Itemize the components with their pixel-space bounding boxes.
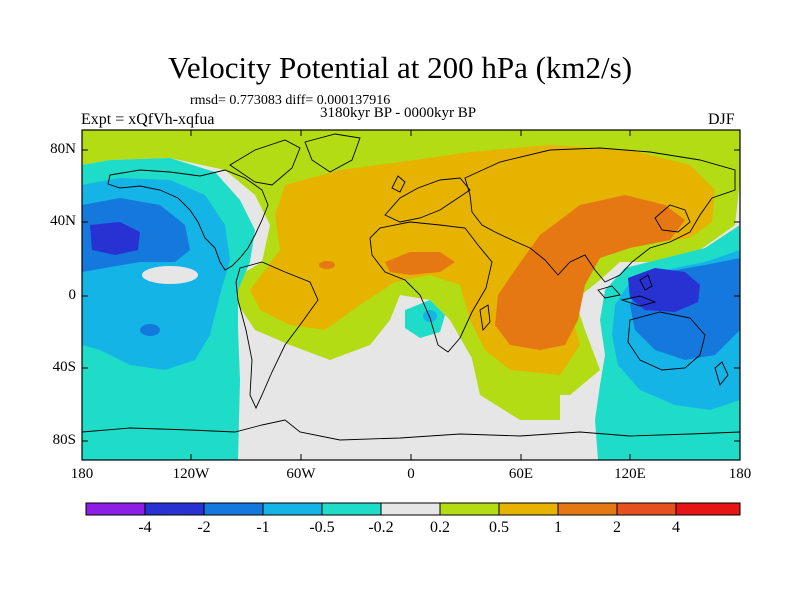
colorbar-label: 0.5	[489, 519, 509, 536]
colorbar	[85, 502, 741, 516]
lat-label-80s: 80S	[52, 432, 76, 448]
lon-label-120e: 120E	[614, 466, 646, 482]
experiment-label: Expt = xQfVh-xqfua	[81, 111, 215, 128]
lat-label-40s: 40S	[52, 359, 76, 375]
lat-label-80n: 80N	[50, 141, 76, 157]
colorbar-label: -1	[256, 519, 270, 536]
colorbar-label: 0.2	[430, 519, 450, 536]
colorbar-box-3	[204, 503, 263, 515]
lon-label-60e: 60E	[508, 466, 534, 482]
colorbar-box-9	[558, 503, 617, 515]
rmsd-stats: rmsd= 0.773083 diff= 0.000137916	[190, 93, 391, 108]
coastlines	[82, 133, 740, 441]
colorbar-box-10	[617, 503, 676, 515]
colorbar-box-6	[381, 503, 440, 515]
contour-fill-field	[82, 130, 740, 460]
lon-label-180w: 180	[70, 466, 94, 482]
lon-label-180e: 180	[728, 466, 752, 482]
colorbar-label: -0.5	[309, 519, 335, 536]
colorbar-box-4	[263, 503, 322, 515]
lon-label-60w: 60W	[286, 466, 316, 482]
lon-label-120w: 120W	[172, 466, 210, 482]
colorbar-label: -4	[138, 519, 152, 536]
colorbar-box-2	[145, 503, 204, 515]
contour-region-positive-strong	[495, 195, 685, 350]
lat-label-0: 0	[68, 287, 77, 303]
colorbar-box-11	[676, 503, 740, 515]
lon-label-0: 0	[407, 466, 415, 482]
plot-title: Velocity Potential at 200 hPa (km2/s)	[167, 50, 633, 85]
colorbar-box-5	[322, 503, 381, 515]
colorbar-box-8	[499, 503, 558, 515]
colorbar-label: 4	[672, 519, 680, 536]
colorbar-box-1	[86, 503, 145, 515]
time-period: 3180kyr BP - 0000kyr BP	[320, 105, 477, 121]
axis-ticks	[82, 130, 740, 460]
colorbar-box-7	[440, 503, 499, 515]
lat-label-40n: 40N	[50, 213, 76, 229]
season-label: DJF	[708, 111, 735, 128]
colorbar-label: 1	[554, 519, 562, 536]
colorbar-label: 2	[613, 519, 621, 536]
colorbar-label: -0.2	[368, 519, 394, 536]
colorbar-label: -2	[197, 519, 211, 536]
